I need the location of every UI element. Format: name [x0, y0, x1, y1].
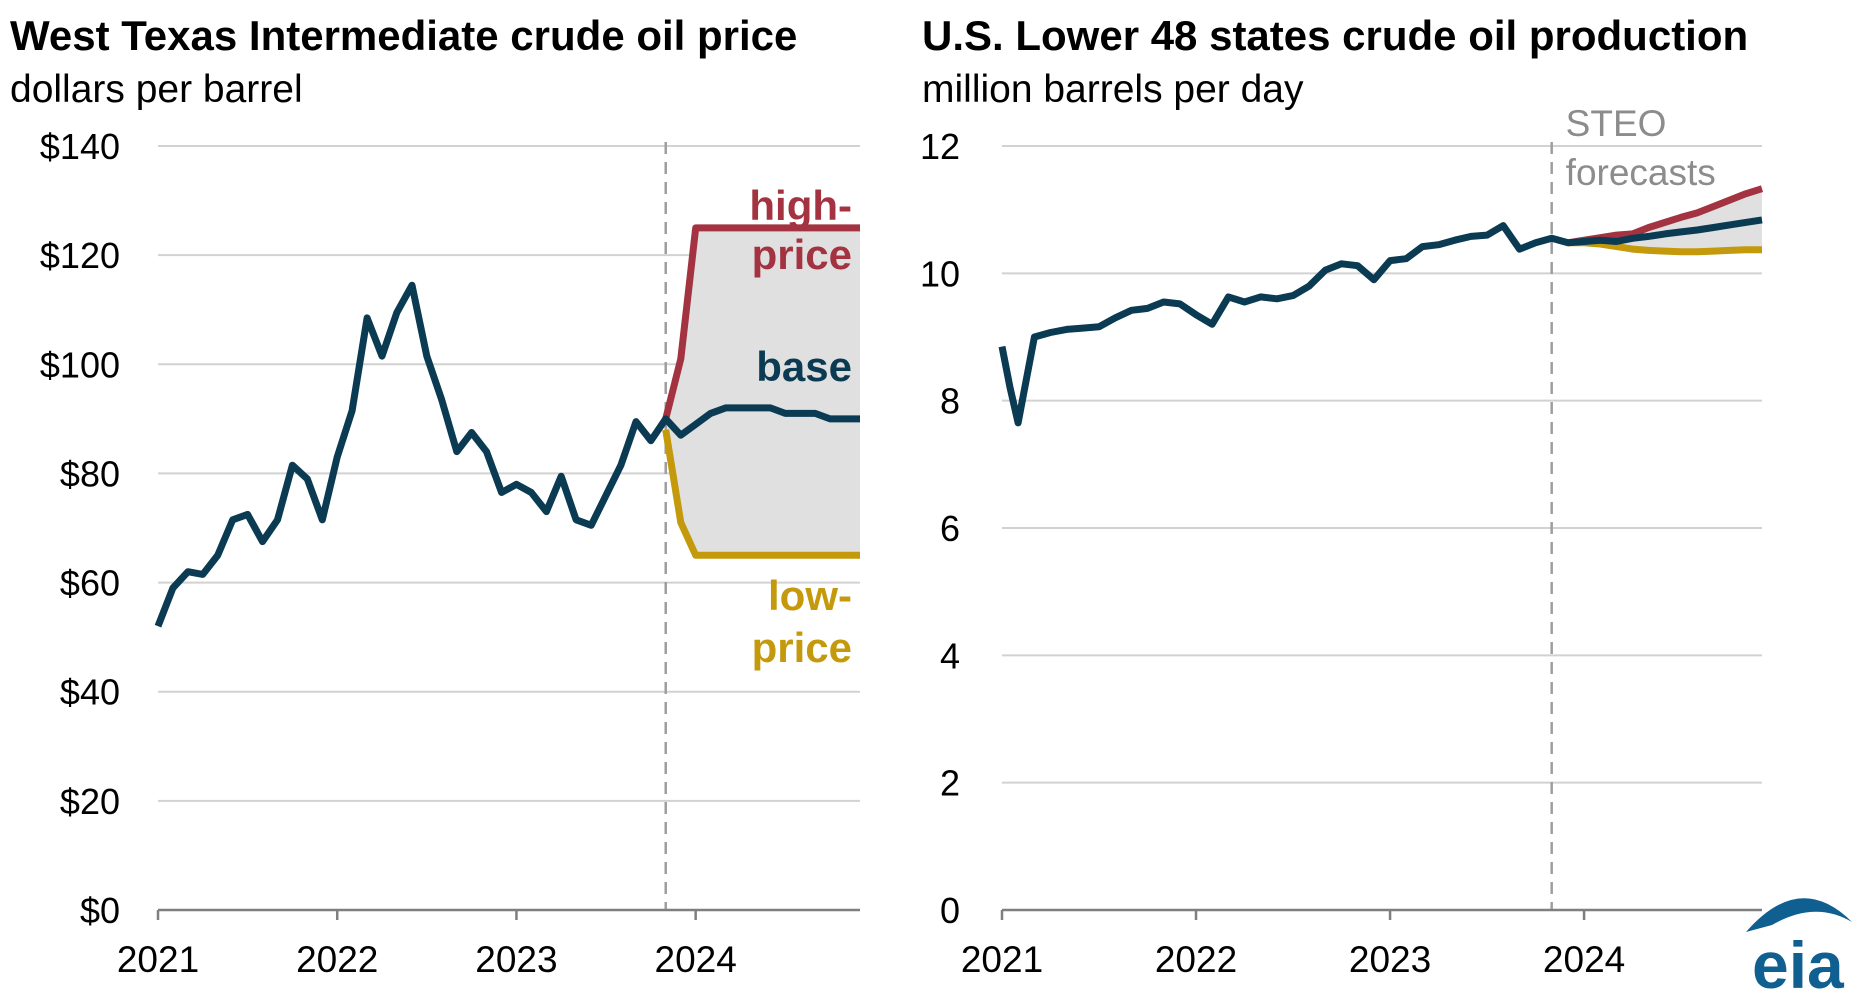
y-tick-label: 12 — [920, 126, 960, 167]
eia-logo-text: eia — [1752, 928, 1845, 990]
series-label: low- — [768, 572, 852, 619]
x-tick-label: 2023 — [475, 939, 557, 980]
wti-price-chart: $0 $20 $40 $60 $80 $100 $120 $140 2021 2022 2023 20… — [40, 126, 860, 980]
y-tick-label: 0 — [940, 890, 960, 931]
chart1-title: West Texas Intermediate crude oil price — [10, 12, 798, 59]
chart1-subtitle: dollars per barrel — [10, 68, 303, 111]
x-tick-label: 2022 — [1155, 939, 1237, 980]
x-tick-label: 2022 — [296, 939, 378, 980]
y-tick-label: 4 — [940, 635, 960, 676]
series-line-base — [154, 281, 860, 628]
eia-logo-swoosh — [1746, 898, 1852, 932]
y-tick-label: $0 — [80, 890, 120, 931]
x-tick-label: 2023 — [1349, 939, 1431, 980]
chart2-subtitle: million barrels per day — [922, 68, 1304, 111]
series-line-base — [998, 216, 1763, 427]
series-label: price — [752, 624, 852, 671]
y-tick-label: $140 — [40, 126, 120, 167]
y-tick-label: $20 — [60, 781, 120, 822]
series-line-high-price — [662, 224, 860, 420]
series-label: high- — [749, 182, 852, 229]
y-tick-label: 2 — [940, 763, 960, 804]
series-label: base — [756, 343, 852, 390]
x-tick-label: 2021 — [117, 939, 199, 980]
series-line-low-price — [1568, 239, 1762, 256]
production-chart: 0 2 4 6 8 10 12 STEO forecasts 2021 2022 2023 2024 — [920, 103, 1764, 980]
y-tick-label: $60 — [60, 563, 120, 604]
y-tick-label: 6 — [940, 508, 960, 549]
x-tick-label: 2024 — [655, 939, 737, 980]
series-line-low-price — [662, 429, 860, 559]
x-tick-label: 2024 — [1543, 939, 1625, 980]
y-tick-label: $100 — [40, 344, 120, 385]
x-tick-label: 2021 — [961, 939, 1043, 980]
y-tick-label: $120 — [40, 235, 120, 276]
chart2-title: U.S. Lower 48 states crude oil productio… — [922, 12, 1749, 59]
series-label: price — [752, 231, 852, 278]
y-tick-label: $40 — [60, 672, 120, 713]
eia-logo: eia — [1746, 898, 1852, 990]
y-tick-label: $80 — [60, 453, 120, 494]
forecast-annotation: STEO — [1566, 103, 1667, 144]
y-tick-label: 10 — [920, 253, 960, 294]
y-tick-label: 8 — [940, 381, 960, 422]
forecast-range-band — [665, 227, 860, 556]
forecast-annotation: forecasts — [1566, 152, 1716, 193]
